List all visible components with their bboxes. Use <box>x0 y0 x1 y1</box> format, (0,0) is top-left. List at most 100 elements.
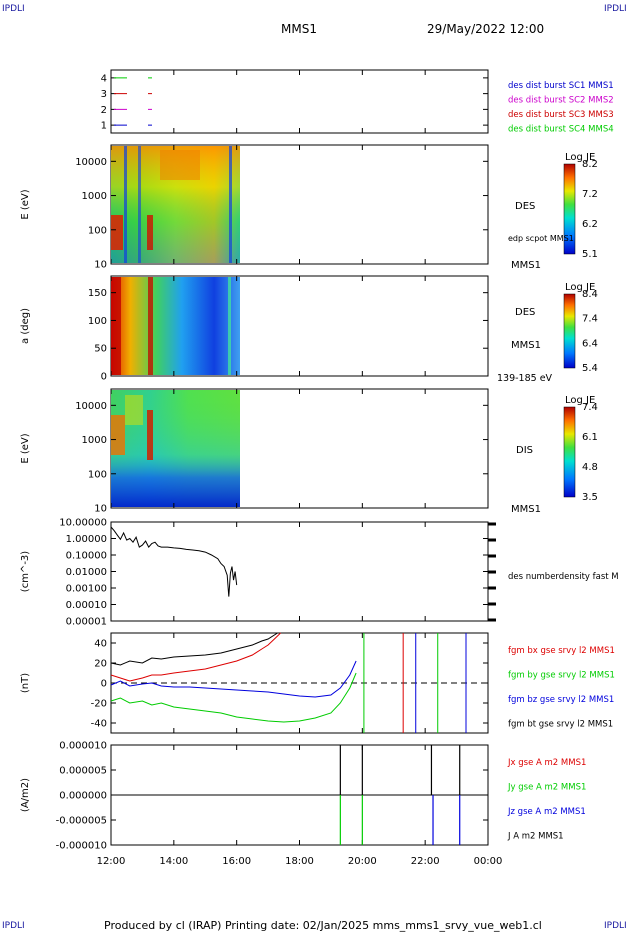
current_density-ytick-label: -0.000005 <box>56 816 107 827</box>
des-pitch-spectrogram <box>111 277 240 375</box>
status-ytick-label: 2 <box>101 105 107 116</box>
dis_energy-ytick-label: 10000 <box>75 401 107 412</box>
des-pitch-side-label: DES <box>515 307 535 318</box>
time-tick-label: 16:00 <box>222 856 251 867</box>
bfield-legend-entry: fgm bz gse srvy l2 MMS1 <box>508 695 614 705</box>
current_density-ylabel: (A/m2) <box>20 778 31 812</box>
status-ytick-label: 3 <box>101 89 107 100</box>
corner-label-bottom-right: IPDLI <box>604 921 627 931</box>
current_density-ytick-label: -0.000010 <box>56 841 107 852</box>
des_pitch-ytick-label: 0 <box>101 372 107 383</box>
bfield-legend-entry: fgm bt gse srvy l2 MMS1 <box>508 720 613 730</box>
density-ytick-label: 1.00000 <box>66 534 107 545</box>
bfield-series-line <box>110 632 281 682</box>
time-tick-label: 20:00 <box>348 856 377 867</box>
bfield-series-line <box>110 672 357 723</box>
density-panel-frame <box>110 521 489 622</box>
colorbar-des-pitch <box>563 293 576 369</box>
corner-label-top-right: IPDLI <box>604 4 627 14</box>
des_pitch-ylabel: a (deg) <box>20 308 31 344</box>
colorbar-des-energy <box>563 163 576 255</box>
status-legend-entry: des dist burst SC1 MMS1 <box>508 81 614 91</box>
des_energy-ytick-label: 100 <box>88 225 107 236</box>
des-energy-side-label: edp scpot MMS1 <box>508 234 574 243</box>
des_pitch-ytick-label: 50 <box>94 344 107 355</box>
des_pitch-colorbar-tick: 7.4 <box>582 314 598 325</box>
bfield-legend-entry: fgm bx gse srvy l2 MMS1 <box>508 646 615 656</box>
current_density-ytick-label: 0.000010 <box>59 741 107 752</box>
time-tick-label: 12:00 <box>97 856 126 867</box>
density-ytick-label: 10.00000 <box>59 518 107 529</box>
dis_energy-ylabel: E (eV) <box>20 433 31 463</box>
dis-energy-side-label: MMS1 <box>511 504 541 515</box>
density-ytick-label: 0.00010 <box>66 600 107 611</box>
magnetic_field-ytick-label: 0 <box>101 679 107 690</box>
des_energy-ytick-label: 1000 <box>82 191 107 202</box>
status-legend-entry: des dist burst SC4 MMS4 <box>508 125 614 135</box>
density-ytick-label: 0.00001 <box>66 617 107 628</box>
magnetic_field-ytick-label: -40 <box>91 719 107 730</box>
current-legend-entry: Jx gse A m2 MMS1 <box>507 758 586 768</box>
status-legend-entry: des dist burst SC2 MMS2 <box>508 96 614 106</box>
dis_energy-colorbar-tick: 4.8 <box>582 462 598 473</box>
current_density-ytick-label: 0.000000 <box>59 791 107 802</box>
current_density-ytick-label: 0.000005 <box>59 766 107 777</box>
dis_energy-ytick-label: 10 <box>94 504 107 515</box>
des_pitch-colorbar-tick: 5.4 <box>582 363 598 374</box>
des_pitch-colorbar-tick: 6.4 <box>582 338 598 349</box>
status-ytick-label: 4 <box>101 73 107 84</box>
corner-label-bottom-left: IPDLI <box>2 921 25 931</box>
des_pitch-colorbar-tick: 8.4 <box>582 289 598 300</box>
current-legend-entry: J A m2 MMS1 <box>507 832 564 842</box>
time-tick-label: 00:00 <box>474 856 503 867</box>
des_pitch-ytick-label: 100 <box>88 316 107 327</box>
status-ytick-label: 1 <box>101 121 107 132</box>
dis_energy-colorbar-tick: 7.4 <box>582 402 598 413</box>
dis_energy-colorbar-tick: 6.1 <box>582 432 598 443</box>
magnetic_field-ytick-label: 20 <box>94 659 107 670</box>
des_energy-ytick-label: 10 <box>94 260 107 271</box>
magnetic_field-ytick-label: 40 <box>94 639 107 650</box>
des_pitch-ytick-label: 150 <box>88 288 107 299</box>
dis_energy-ytick-label: 1000 <box>82 435 107 446</box>
bfield-series-line <box>110 660 357 698</box>
des_energy-colorbar-title: Log JE <box>565 152 595 163</box>
time-tick-label: 18:00 <box>285 856 314 867</box>
des_energy-colorbar-tick: 8.2 <box>582 159 598 170</box>
current-legend-entry: Jy gse A m2 MMS1 <box>507 783 586 793</box>
spacecraft-title: MMS1 <box>281 22 317 36</box>
density-legend-entry: des numberdensity fast M <box>508 572 619 582</box>
magnetic_field-ytick-label: -20 <box>91 699 107 710</box>
colorbar-dis-energy <box>563 406 576 498</box>
date-title: 29/May/2022 12:00 <box>427 22 545 36</box>
des_energy-colorbar-tick: 6.2 <box>582 219 598 230</box>
dis_energy-colorbar-tick: 3.5 <box>582 492 598 503</box>
bfield-legend-entry: fgm by gse srvy l2 MMS1 <box>508 671 615 681</box>
dis-energy-spectrogram <box>111 390 240 507</box>
dis_energy-colorbar-title: Log JE <box>565 395 595 406</box>
bfield-series-line <box>110 632 278 666</box>
status-legend-entry: des dist burst SC3 MMS3 <box>508 110 614 120</box>
status-panel-frame <box>110 69 489 134</box>
des-energy-side-label: DES <box>515 201 535 212</box>
magnetic_field-ylabel: (nT) <box>20 673 31 693</box>
des-pitch-side-label: 139-185 eV <box>497 373 553 384</box>
dis_energy-ytick-label: 100 <box>88 469 107 480</box>
time-tick-label: 14:00 <box>159 856 188 867</box>
current-legend-entry: Jz gse A m2 MMS1 <box>507 807 586 817</box>
density-ylabel: (cm^-3) <box>20 551 31 592</box>
corner-label-top-left: IPDLI <box>2 4 25 14</box>
dis-energy-side-label: DIS <box>516 445 533 456</box>
des_energy-ylabel: E (eV) <box>20 189 31 219</box>
des_pitch-colorbar-title: Log JE <box>565 282 595 293</box>
density-ytick-label: 0.10000 <box>66 551 107 562</box>
time-tick-label: 22:00 <box>411 856 440 867</box>
density-ytick-label: 0.01000 <box>66 567 107 578</box>
des_energy-ytick-label: 10000 <box>75 157 107 168</box>
des-pitch-side-label: MMS1 <box>511 340 541 351</box>
density-ytick-label: 0.00100 <box>66 584 107 595</box>
des_energy-colorbar-tick: 7.2 <box>582 189 598 200</box>
footer-credit: Produced by cl (IRAP) Printing date: 02/… <box>104 919 542 932</box>
des_energy-colorbar-tick: 5.1 <box>582 249 598 260</box>
